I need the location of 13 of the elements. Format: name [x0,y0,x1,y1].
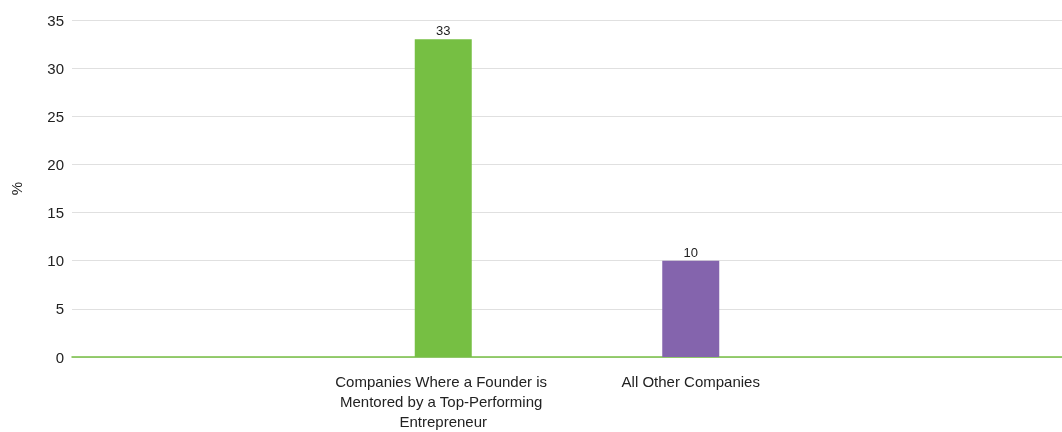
y-tick-label: 20 [47,155,64,173]
y-tick-label: 5 [55,300,64,318]
x-tick-label: All Other Companies [621,372,760,390]
y-tick-label: 25 [47,107,64,125]
y-tick-label: 35 [47,11,64,29]
data-label: 10 [683,244,698,260]
data-label: 33 [436,23,451,39]
y-tick-label: 15 [47,204,64,222]
y-tick-label: 0 [55,348,64,366]
x-tick-label: Companies Where a Founder is Mentored by a Top-Performing Entrepreneur [335,372,552,430]
y-tick-label: 10 [47,252,64,270]
y-tick-label: 30 [47,59,64,77]
y-axis-title: % [8,181,25,196]
